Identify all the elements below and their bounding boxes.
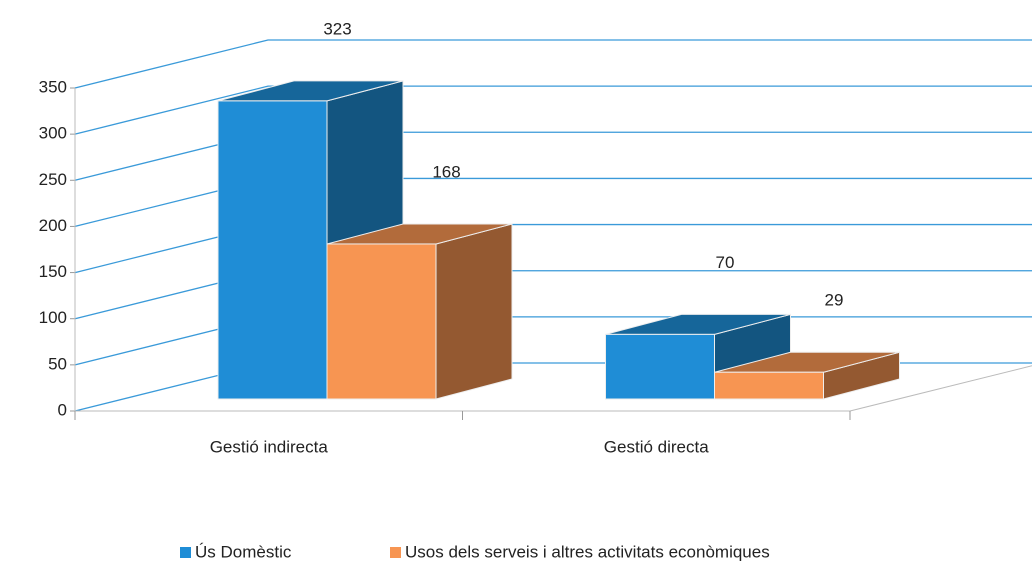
bar — [714, 371, 824, 400]
data-label: 29 — [825, 291, 844, 310]
grid-line — [74, 39, 1032, 89]
x-tick-label: Gestió directa — [604, 437, 709, 456]
y-tick-label: 250 — [39, 170, 67, 189]
grid-line — [74, 85, 1032, 135]
legend-swatch — [180, 547, 191, 558]
legend-label: Usos dels serveis i altres activitats ec… — [405, 542, 770, 561]
legend-swatch — [390, 547, 401, 558]
bar — [217, 100, 328, 400]
y-tick-label: 300 — [39, 124, 67, 143]
data-label: 323 — [323, 19, 351, 38]
y-tick-label: 50 — [48, 354, 67, 373]
bar — [605, 333, 715, 400]
bar — [326, 243, 437, 400]
legend-label: Ús Domèstic — [195, 542, 292, 561]
bar-side — [435, 223, 513, 400]
data-label: 70 — [716, 253, 735, 272]
y-tick-label: 150 — [39, 262, 67, 281]
y-tick-label: 350 — [39, 77, 67, 96]
x-tick-label: Gestió indirecta — [210, 437, 329, 456]
y-tick-label: 100 — [39, 308, 67, 327]
y-tick-label: 200 — [39, 216, 67, 235]
y-tick-label: 0 — [58, 400, 67, 419]
data-label: 168 — [432, 162, 460, 181]
floor-right — [849, 365, 1032, 412]
